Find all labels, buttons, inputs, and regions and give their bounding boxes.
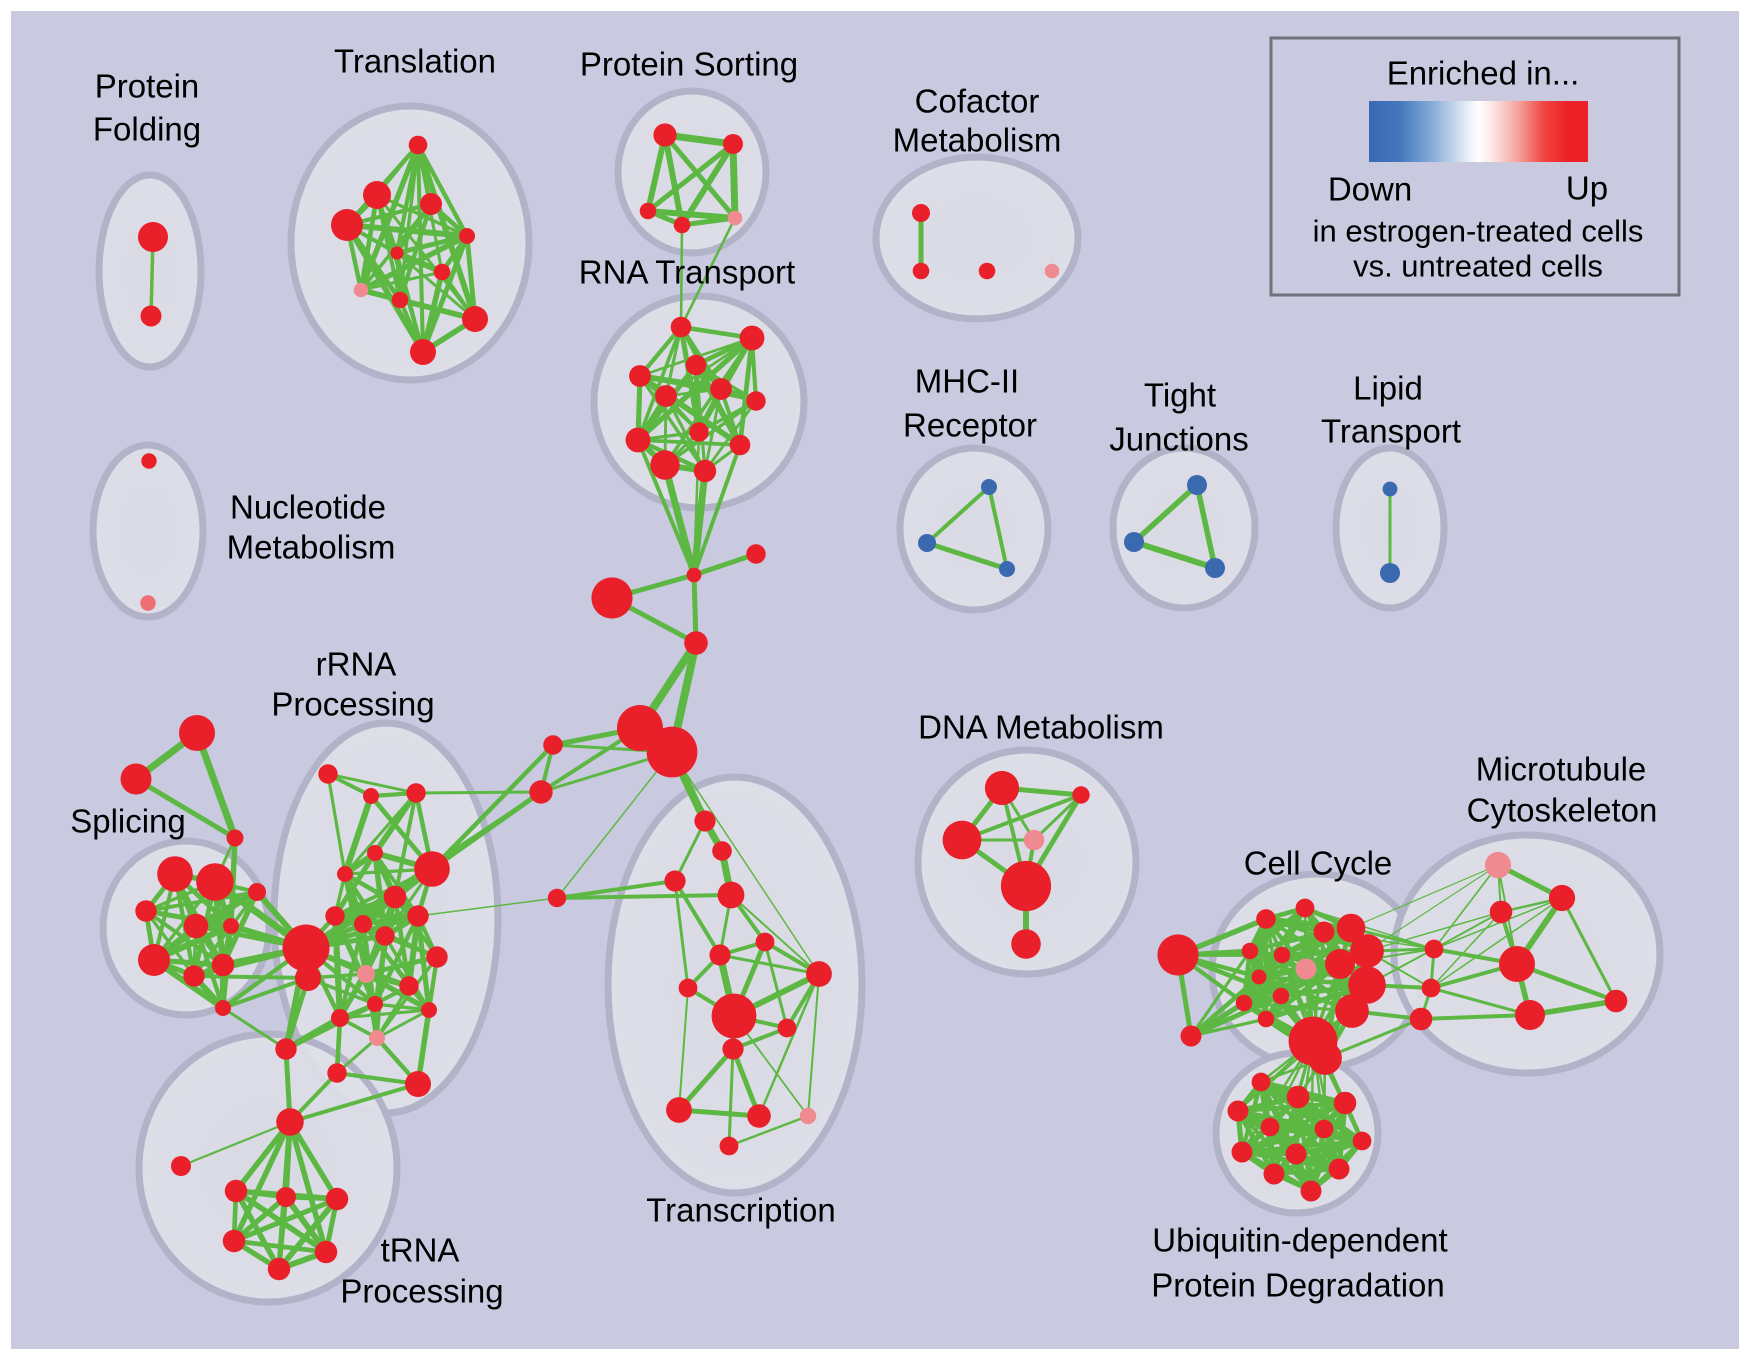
svg-text:Cytoskeleton: Cytoskeleton bbox=[1467, 792, 1658, 829]
svg-text:Folding: Folding bbox=[93, 111, 201, 148]
svg-text:Metabolism: Metabolism bbox=[893, 122, 1062, 159]
svg-text:MHC-II: MHC-II bbox=[915, 363, 1019, 400]
svg-text:Processing: Processing bbox=[271, 686, 434, 723]
svg-text:Receptor: Receptor bbox=[903, 407, 1037, 444]
svg-text:Transcription: Transcription bbox=[646, 1192, 836, 1229]
svg-text:Metabolism: Metabolism bbox=[227, 529, 396, 566]
svg-text:Up: Up bbox=[1566, 170, 1608, 207]
svg-text:DNA Metabolism: DNA Metabolism bbox=[918, 709, 1164, 746]
svg-text:tRNA: tRNA bbox=[381, 1232, 460, 1269]
svg-text:Protein: Protein bbox=[95, 68, 200, 105]
svg-text:Transport: Transport bbox=[1321, 413, 1461, 450]
svg-text:Microtubule: Microtubule bbox=[1476, 751, 1647, 788]
svg-text:Down: Down bbox=[1328, 171, 1412, 208]
svg-text:vs. untreated cells: vs. untreated cells bbox=[1353, 249, 1603, 284]
svg-text:in estrogen-treated cells: in estrogen-treated cells bbox=[1313, 214, 1644, 249]
svg-text:Ubiquitin-dependent: Ubiquitin-dependent bbox=[1152, 1222, 1447, 1259]
svg-text:Tight: Tight bbox=[1144, 377, 1216, 414]
svg-text:Processing: Processing bbox=[340, 1273, 503, 1310]
svg-text:RNA Transport: RNA Transport bbox=[579, 254, 795, 291]
svg-text:Nucleotide: Nucleotide bbox=[230, 489, 386, 526]
svg-text:Lipid: Lipid bbox=[1353, 370, 1423, 407]
svg-text:Protein Degradation: Protein Degradation bbox=[1151, 1267, 1445, 1304]
svg-text:Enriched in...: Enriched in... bbox=[1387, 55, 1580, 92]
svg-text:Protein Sorting: Protein Sorting bbox=[580, 46, 798, 83]
svg-text:Junctions: Junctions bbox=[1109, 421, 1248, 458]
svg-text:rRNA: rRNA bbox=[316, 646, 397, 683]
svg-text:Translation: Translation bbox=[334, 43, 496, 80]
svg-text:Cell Cycle: Cell Cycle bbox=[1244, 845, 1393, 882]
svg-text:Cofactor: Cofactor bbox=[915, 83, 1040, 120]
svg-text:Splicing: Splicing bbox=[70, 803, 186, 840]
